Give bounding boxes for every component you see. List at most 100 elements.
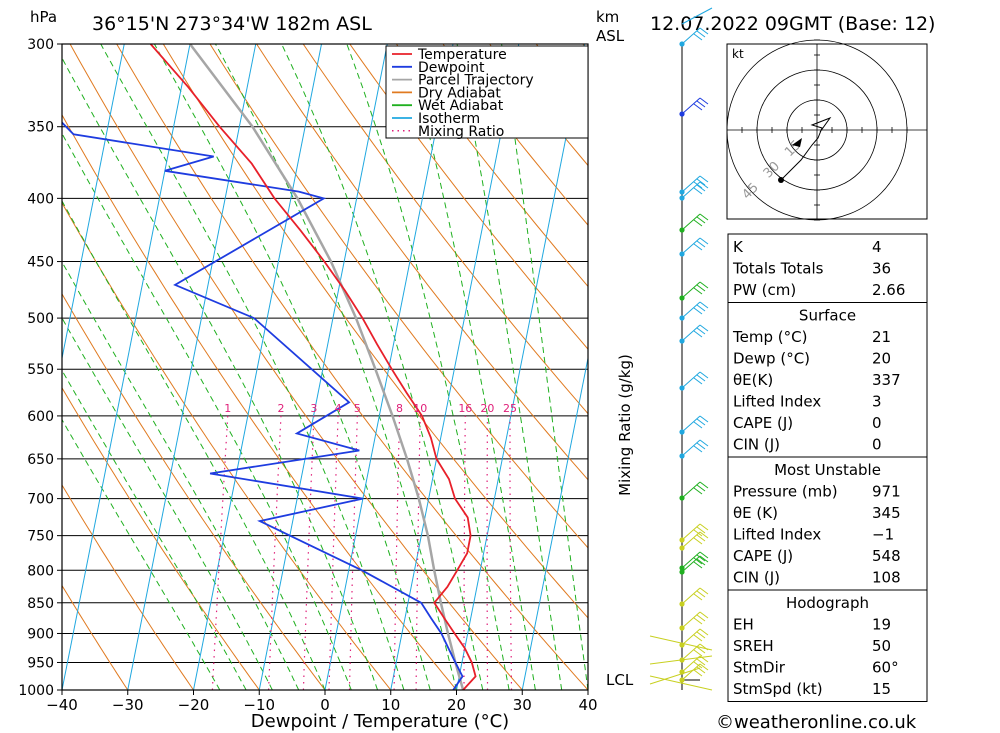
isotherm-line bbox=[62, 44, 191, 690]
wet-adiabat-line bbox=[100, 44, 405, 690]
pressure-axis: 300 350 400 450 500 550 600 650 700 750 800 850 900 9… bbox=[18, 37, 62, 699]
wind-barb bbox=[681, 175, 709, 193]
mixing-ratio-label: 20 bbox=[480, 402, 494, 415]
isotherm-line bbox=[193, 44, 322, 690]
dry-adiabat-line bbox=[116, 44, 588, 690]
most-unstable-indices-box bbox=[727, 456, 928, 591]
index-value: 548 bbox=[872, 547, 901, 565]
legend-entry: Isotherm bbox=[418, 111, 480, 127]
index-value: 971 bbox=[872, 483, 901, 501]
temperature-tick-label: −30 bbox=[112, 696, 144, 714]
dry-adiabat-line bbox=[302, 44, 588, 415]
pressure-tick-label: 900 bbox=[27, 626, 54, 642]
temperature-tick-label: 10 bbox=[381, 696, 400, 714]
index-value: −1 bbox=[872, 526, 894, 544]
km-label: km bbox=[596, 8, 619, 26]
hodograph-indices-box bbox=[727, 589, 928, 702]
legend-entry: Dewpoint bbox=[418, 60, 485, 76]
index-label: EH bbox=[733, 616, 754, 634]
index-value: 19 bbox=[872, 616, 891, 634]
mixing-ratio-labels: 1 2 3 4 5 8 10 16 20 25 bbox=[224, 402, 517, 415]
mixing-ratio-label: 5 bbox=[354, 402, 361, 415]
index-label: SREH bbox=[733, 637, 774, 655]
wind-barb bbox=[681, 439, 709, 457]
index-label: Totals Totals bbox=[732, 260, 824, 278]
wind-barb bbox=[681, 371, 709, 389]
index-label: Temp (°C) bbox=[732, 328, 807, 346]
index-value: 3 bbox=[872, 393, 882, 411]
wind-barb bbox=[681, 301, 709, 319]
isotherm-line bbox=[390, 44, 520, 690]
dry-adiabat-line bbox=[62, 113, 457, 690]
wind-barb bbox=[681, 643, 709, 661]
wind-barb bbox=[681, 415, 709, 433]
hpa-label: hPa bbox=[30, 8, 57, 26]
wet-adiabat-line bbox=[215, 44, 457, 690]
wet-adiabats bbox=[62, 44, 588, 690]
index-label: StmDir bbox=[733, 659, 786, 677]
temperature-tick-label: −20 bbox=[178, 696, 210, 714]
index-value: 21 bbox=[872, 328, 891, 346]
index-label: θE(K) bbox=[733, 371, 773, 389]
asl-label: ASL bbox=[596, 27, 625, 45]
plot-area bbox=[62, 44, 588, 690]
pressure-tick-label: 800 bbox=[27, 563, 54, 579]
x-axis-label: Dewpoint / Temperature (°C) bbox=[251, 711, 509, 732]
dry-adiabat-line bbox=[62, 201, 392, 690]
sounding-series bbox=[62, 44, 477, 690]
location-title: 36°15'N 273°34'W 182m ASL bbox=[92, 13, 372, 35]
wind-barb bbox=[681, 531, 709, 549]
mixing-ratio-axis-label: Mixing Ratio (g/kg) bbox=[616, 354, 634, 496]
pressure-tick-label: 850 bbox=[27, 596, 54, 612]
isotherms bbox=[62, 44, 588, 690]
legend-entry: Parcel Trajectory bbox=[418, 73, 534, 89]
index-value: 108 bbox=[872, 569, 901, 587]
index-value: 0 bbox=[872, 436, 882, 454]
index-label: Lifted Index bbox=[733, 393, 821, 411]
mixing-ratio-label: 25 bbox=[503, 402, 517, 415]
isotherm-line bbox=[258, 44, 388, 690]
wet-adiabat-line bbox=[62, 317, 273, 690]
storm-motion-arrow bbox=[792, 138, 802, 147]
mixing-ratio-label: 10 bbox=[413, 402, 427, 415]
wind-barb bbox=[681, 324, 709, 342]
dry-adiabats bbox=[62, 44, 588, 690]
temperature-tick-label: 30 bbox=[513, 696, 532, 714]
dry-adiabat-line bbox=[62, 584, 129, 690]
legend-box bbox=[385, 45, 589, 139]
lcl-label: LCL bbox=[606, 671, 634, 689]
index-label: StmSpd (kt) bbox=[733, 680, 823, 698]
indices-table: K 4 Totals Totals 36 PW (cm) 2.66 Surface Temp … bbox=[727, 233, 928, 702]
isotherm-line bbox=[127, 44, 257, 690]
dry-adiabat-line bbox=[395, 44, 588, 288]
hodograph-trace bbox=[780, 116, 832, 181]
wind-barb bbox=[681, 611, 709, 629]
pressure-tick-label: 750 bbox=[27, 529, 54, 545]
hodograph-frame bbox=[726, 43, 928, 220]
wind-barb bbox=[681, 27, 709, 45]
dry-adiabat-line bbox=[62, 484, 194, 690]
wind-barb bbox=[681, 628, 709, 646]
pressure-tick-label: 1000 bbox=[18, 683, 54, 699]
index-value: 4 bbox=[872, 238, 882, 256]
index-value: 60° bbox=[872, 659, 899, 677]
wind-barb bbox=[681, 181, 709, 199]
legend-entry: Wet Adiabat bbox=[418, 98, 504, 114]
wind-barb bbox=[681, 237, 709, 255]
dry-adiabat-line bbox=[62, 292, 326, 690]
index-label: PW (cm) bbox=[733, 281, 796, 299]
wind-barb bbox=[681, 281, 709, 299]
surface-indices-title: Surface bbox=[799, 307, 856, 325]
dry-adiabat-line bbox=[209, 44, 588, 549]
pressure-tick-label: 400 bbox=[27, 191, 54, 207]
dewpoint-line bbox=[62, 121, 464, 690]
wet-adiabat-line bbox=[153, 44, 431, 690]
temperature-tick-label: −10 bbox=[243, 696, 275, 714]
temperature-line bbox=[149, 44, 477, 690]
index-value: 36 bbox=[872, 260, 891, 278]
temperature-axis: −40 −30 −20 −10 0 10 20 30 40 bbox=[46, 690, 598, 714]
pressure-tick-label: 350 bbox=[27, 120, 54, 136]
